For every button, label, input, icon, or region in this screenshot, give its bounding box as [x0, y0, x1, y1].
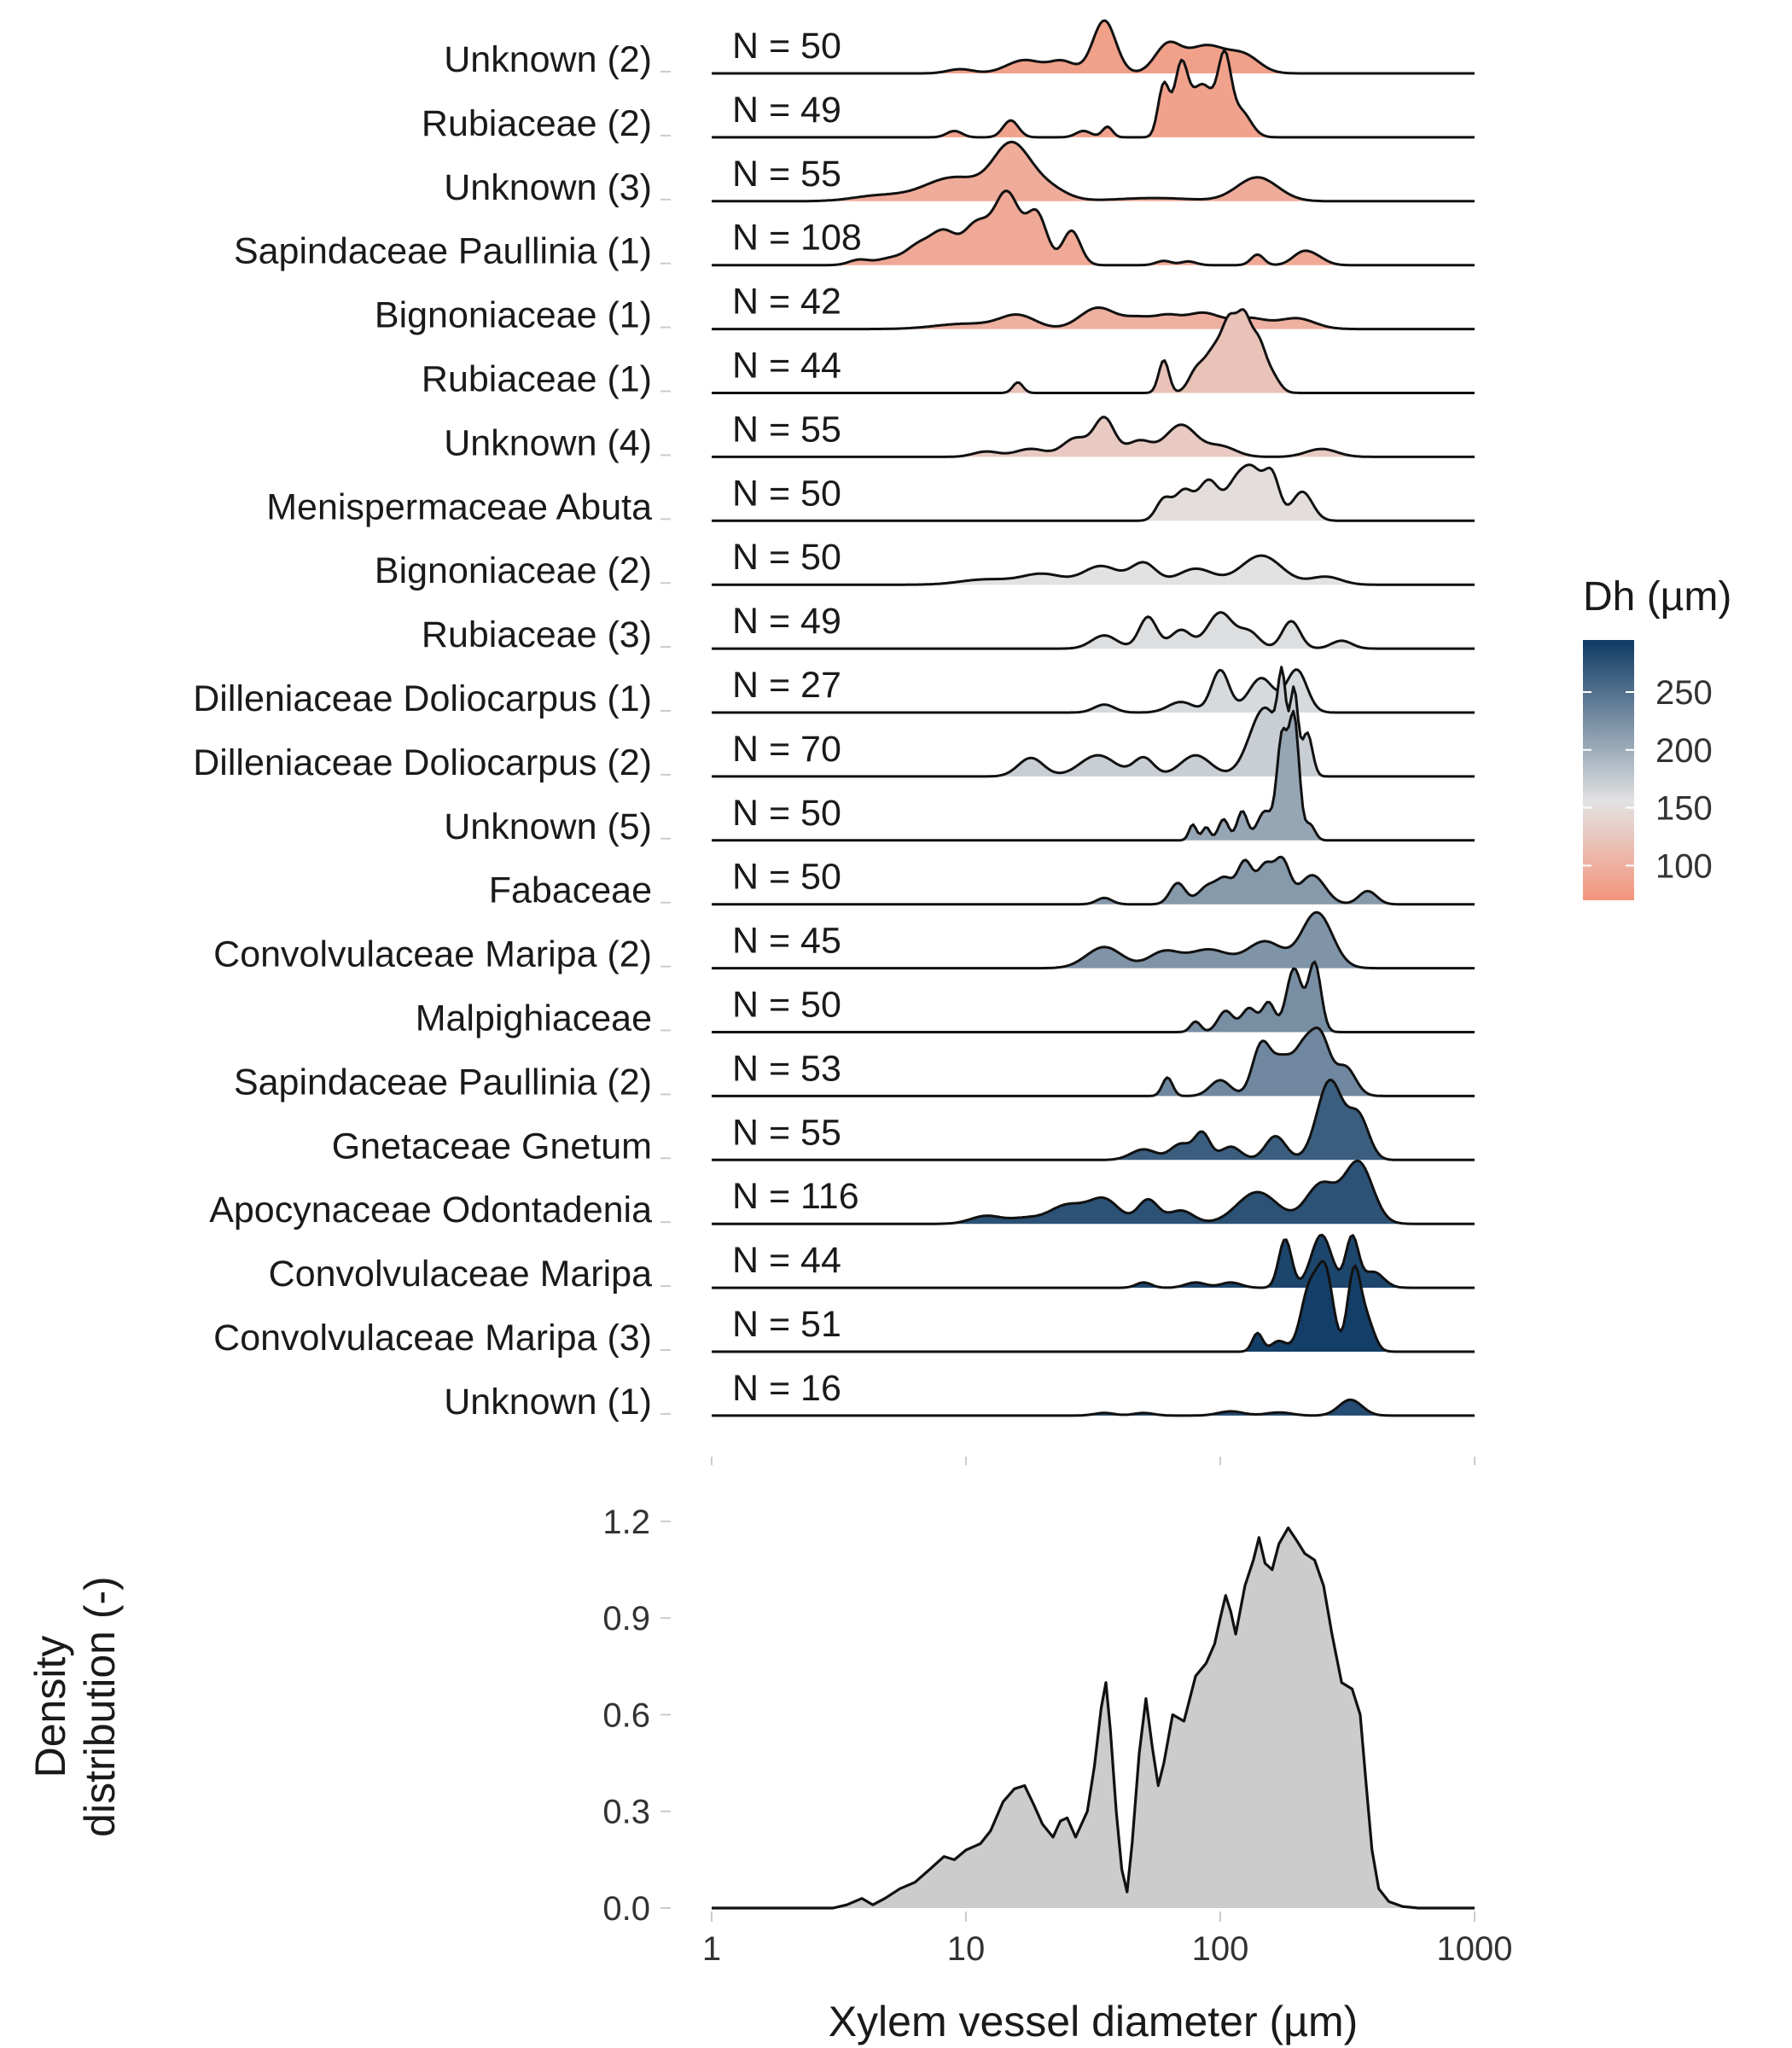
- ridge-fill: [1184, 962, 1334, 1032]
- x-tick-label: 1000: [1437, 1930, 1513, 1968]
- ridge-fill: [835, 191, 1343, 265]
- ridge-fill: [1069, 613, 1367, 649]
- ridge-apocynaceae-odontadenia: Apocynaceae Odontadenia N = 116: [209, 1161, 1475, 1231]
- n-label: N = 50: [732, 473, 841, 514]
- legend-title: Dh (µm): [1583, 574, 1731, 620]
- ridge-label: Dilleniaceae Doliocarpus (1): [193, 678, 652, 719]
- legend-tick-label: 100: [1655, 847, 1713, 885]
- ridge-rubiaceae-3: Rubiaceae (3) N = 49: [422, 601, 1475, 655]
- n-label: N = 45: [732, 921, 841, 962]
- ridge-label: Dilleniaceae Doliocarpus (2): [193, 742, 652, 783]
- n-label: N = 44: [732, 1240, 841, 1281]
- x-tick-label: 10: [947, 1930, 986, 1968]
- ridge-label: Bignoniaceae (2): [375, 550, 652, 591]
- ridge-unknown-2: Unknown (2) N = 50: [444, 20, 1475, 80]
- n-label: N = 55: [732, 1112, 841, 1153]
- ridge-label: Convolvulaceae Maripa (2): [213, 934, 652, 975]
- n-label: N = 50: [732, 537, 841, 578]
- n-label: N = 16: [732, 1368, 841, 1409]
- legend-colorbar: [1583, 640, 1634, 900]
- ridge-label: Rubiaceae (3): [422, 614, 652, 655]
- ridge-fill: [1086, 857, 1392, 904]
- ridge-label: Apocynaceae Odontadenia: [209, 1190, 652, 1231]
- ridge-label: Convolvulaceae Maripa (3): [213, 1318, 652, 1359]
- ridge-bignoniaceae-2: Bignoniaceae (2) N = 50: [375, 537, 1475, 591]
- ridge-fill: [1053, 912, 1368, 969]
- ridge-label: Sapindaceae Paullinia (1): [234, 231, 652, 272]
- legend-tick-label: 150: [1655, 790, 1713, 828]
- ridge-label: Rubiaceae (2): [422, 103, 652, 144]
- ridge-label: Bignoniaceae (1): [375, 295, 652, 336]
- overall-density-panel: 0.0 0.3 0.6 0.9 1.2 1 10 100 1000: [602, 1504, 1512, 1968]
- ridge-label: Malpighiaceae: [416, 998, 652, 1039]
- ridge-convolvulaceae-maripa-2: Convolvulaceae Maripa (2) N = 45: [213, 912, 1475, 975]
- y-tick-label: 0.0: [602, 1890, 650, 1928]
- n-label: N = 49: [732, 90, 841, 131]
- ridge-label: Fabaceae: [489, 870, 652, 911]
- ridge-bignoniaceae-1: Bignoniaceae (1) N = 42: [375, 282, 1475, 336]
- n-label: N = 50: [732, 857, 841, 898]
- x-tick-label: 1: [702, 1930, 721, 1968]
- ridge-label: Unknown (5): [444, 806, 652, 847]
- ridge-sapindaceae-paullinia-1: Sapindaceae Paullinia (1) N = 108: [234, 191, 1475, 272]
- n-label: N = 27: [732, 665, 841, 706]
- ridge-unknown-3: Unknown (3) N = 55: [444, 142, 1475, 208]
- ridge-fill: [945, 1161, 1405, 1224]
- y-tick-label: 0.9: [602, 1600, 650, 1638]
- ridge-fill: [993, 667, 1323, 777]
- n-label: N = 44: [732, 346, 841, 387]
- n-label: N = 51: [732, 1304, 841, 1345]
- n-label: N = 116: [732, 1176, 859, 1217]
- n-label: N = 42: [732, 282, 841, 323]
- y-tick-label: 0.6: [602, 1696, 650, 1734]
- n-label: N = 70: [732, 729, 841, 770]
- ridge-label: Sapindaceae Paullinia (2): [234, 1062, 652, 1103]
- x-axis-title: Xylem vessel diameter (µm): [829, 1998, 1359, 2045]
- legend-tick-label: 250: [1655, 674, 1713, 712]
- ridge-label: Unknown (4): [444, 422, 652, 463]
- ridge-label: Gnetaceae Gnetum: [332, 1126, 652, 1167]
- ridge-label: Rubiaceae (1): [422, 359, 652, 400]
- ridge-label: Unknown (2): [444, 39, 652, 80]
- x-tick-label: 100: [1192, 1930, 1249, 1968]
- n-label: N = 55: [732, 409, 841, 450]
- ridge-fill: [891, 308, 1347, 329]
- ridge-menispermaceae-abuta: Menispermaceae Abuta N = 50: [266, 465, 1475, 528]
- y-tick-label: 0.3: [602, 1794, 650, 1831]
- y-axis-title-line: distribution (-): [76, 1576, 124, 1837]
- ridge-unknown-4: Unknown (4) N = 55: [444, 409, 1475, 463]
- ridge-sapindaceae-paullinia-2: Sapindaceae Paullinia (2) N = 53: [234, 1028, 1475, 1103]
- n-label: N = 55: [732, 154, 841, 195]
- n-label: N = 49: [732, 601, 841, 642]
- y-tick-label: 1.2: [602, 1504, 650, 1541]
- n-label: N = 50: [732, 985, 841, 1026]
- n-label: N = 108: [732, 218, 862, 259]
- ridge-label: Menispermaceae Abuta: [266, 486, 652, 527]
- ridgeline-x-axis: [712, 1457, 1475, 1465]
- ridge-convolvulaceae-maripa: Convolvulaceae Maripa N = 44: [269, 1235, 1475, 1295]
- n-label: N = 50: [732, 26, 841, 67]
- ridge-label: Unknown (3): [444, 167, 652, 208]
- n-label: N = 50: [732, 793, 841, 834]
- ridge-label: Unknown (1): [444, 1382, 652, 1423]
- y-axis-title: Densitydistribution (-): [26, 1576, 124, 1837]
- ridge-unknown-1: Unknown (1) N = 16: [444, 1368, 1475, 1423]
- color-legend: Dh (µm) 100 150 200 250: [1583, 574, 1731, 900]
- ridge-fill: [1153, 1028, 1377, 1097]
- legend-tick-label: 200: [1655, 732, 1713, 770]
- n-label: N = 53: [732, 1048, 841, 1089]
- ridgeline-panel: Unknown (2) N = 50 Rubiaceae (2) N = 49 Unkn…: [193, 20, 1475, 1423]
- ridge-fabaceae: Fabaceae N = 50: [489, 857, 1475, 911]
- y-axis-title-line: Density: [26, 1636, 74, 1778]
- ridge-label: Convolvulaceae Maripa: [269, 1254, 652, 1295]
